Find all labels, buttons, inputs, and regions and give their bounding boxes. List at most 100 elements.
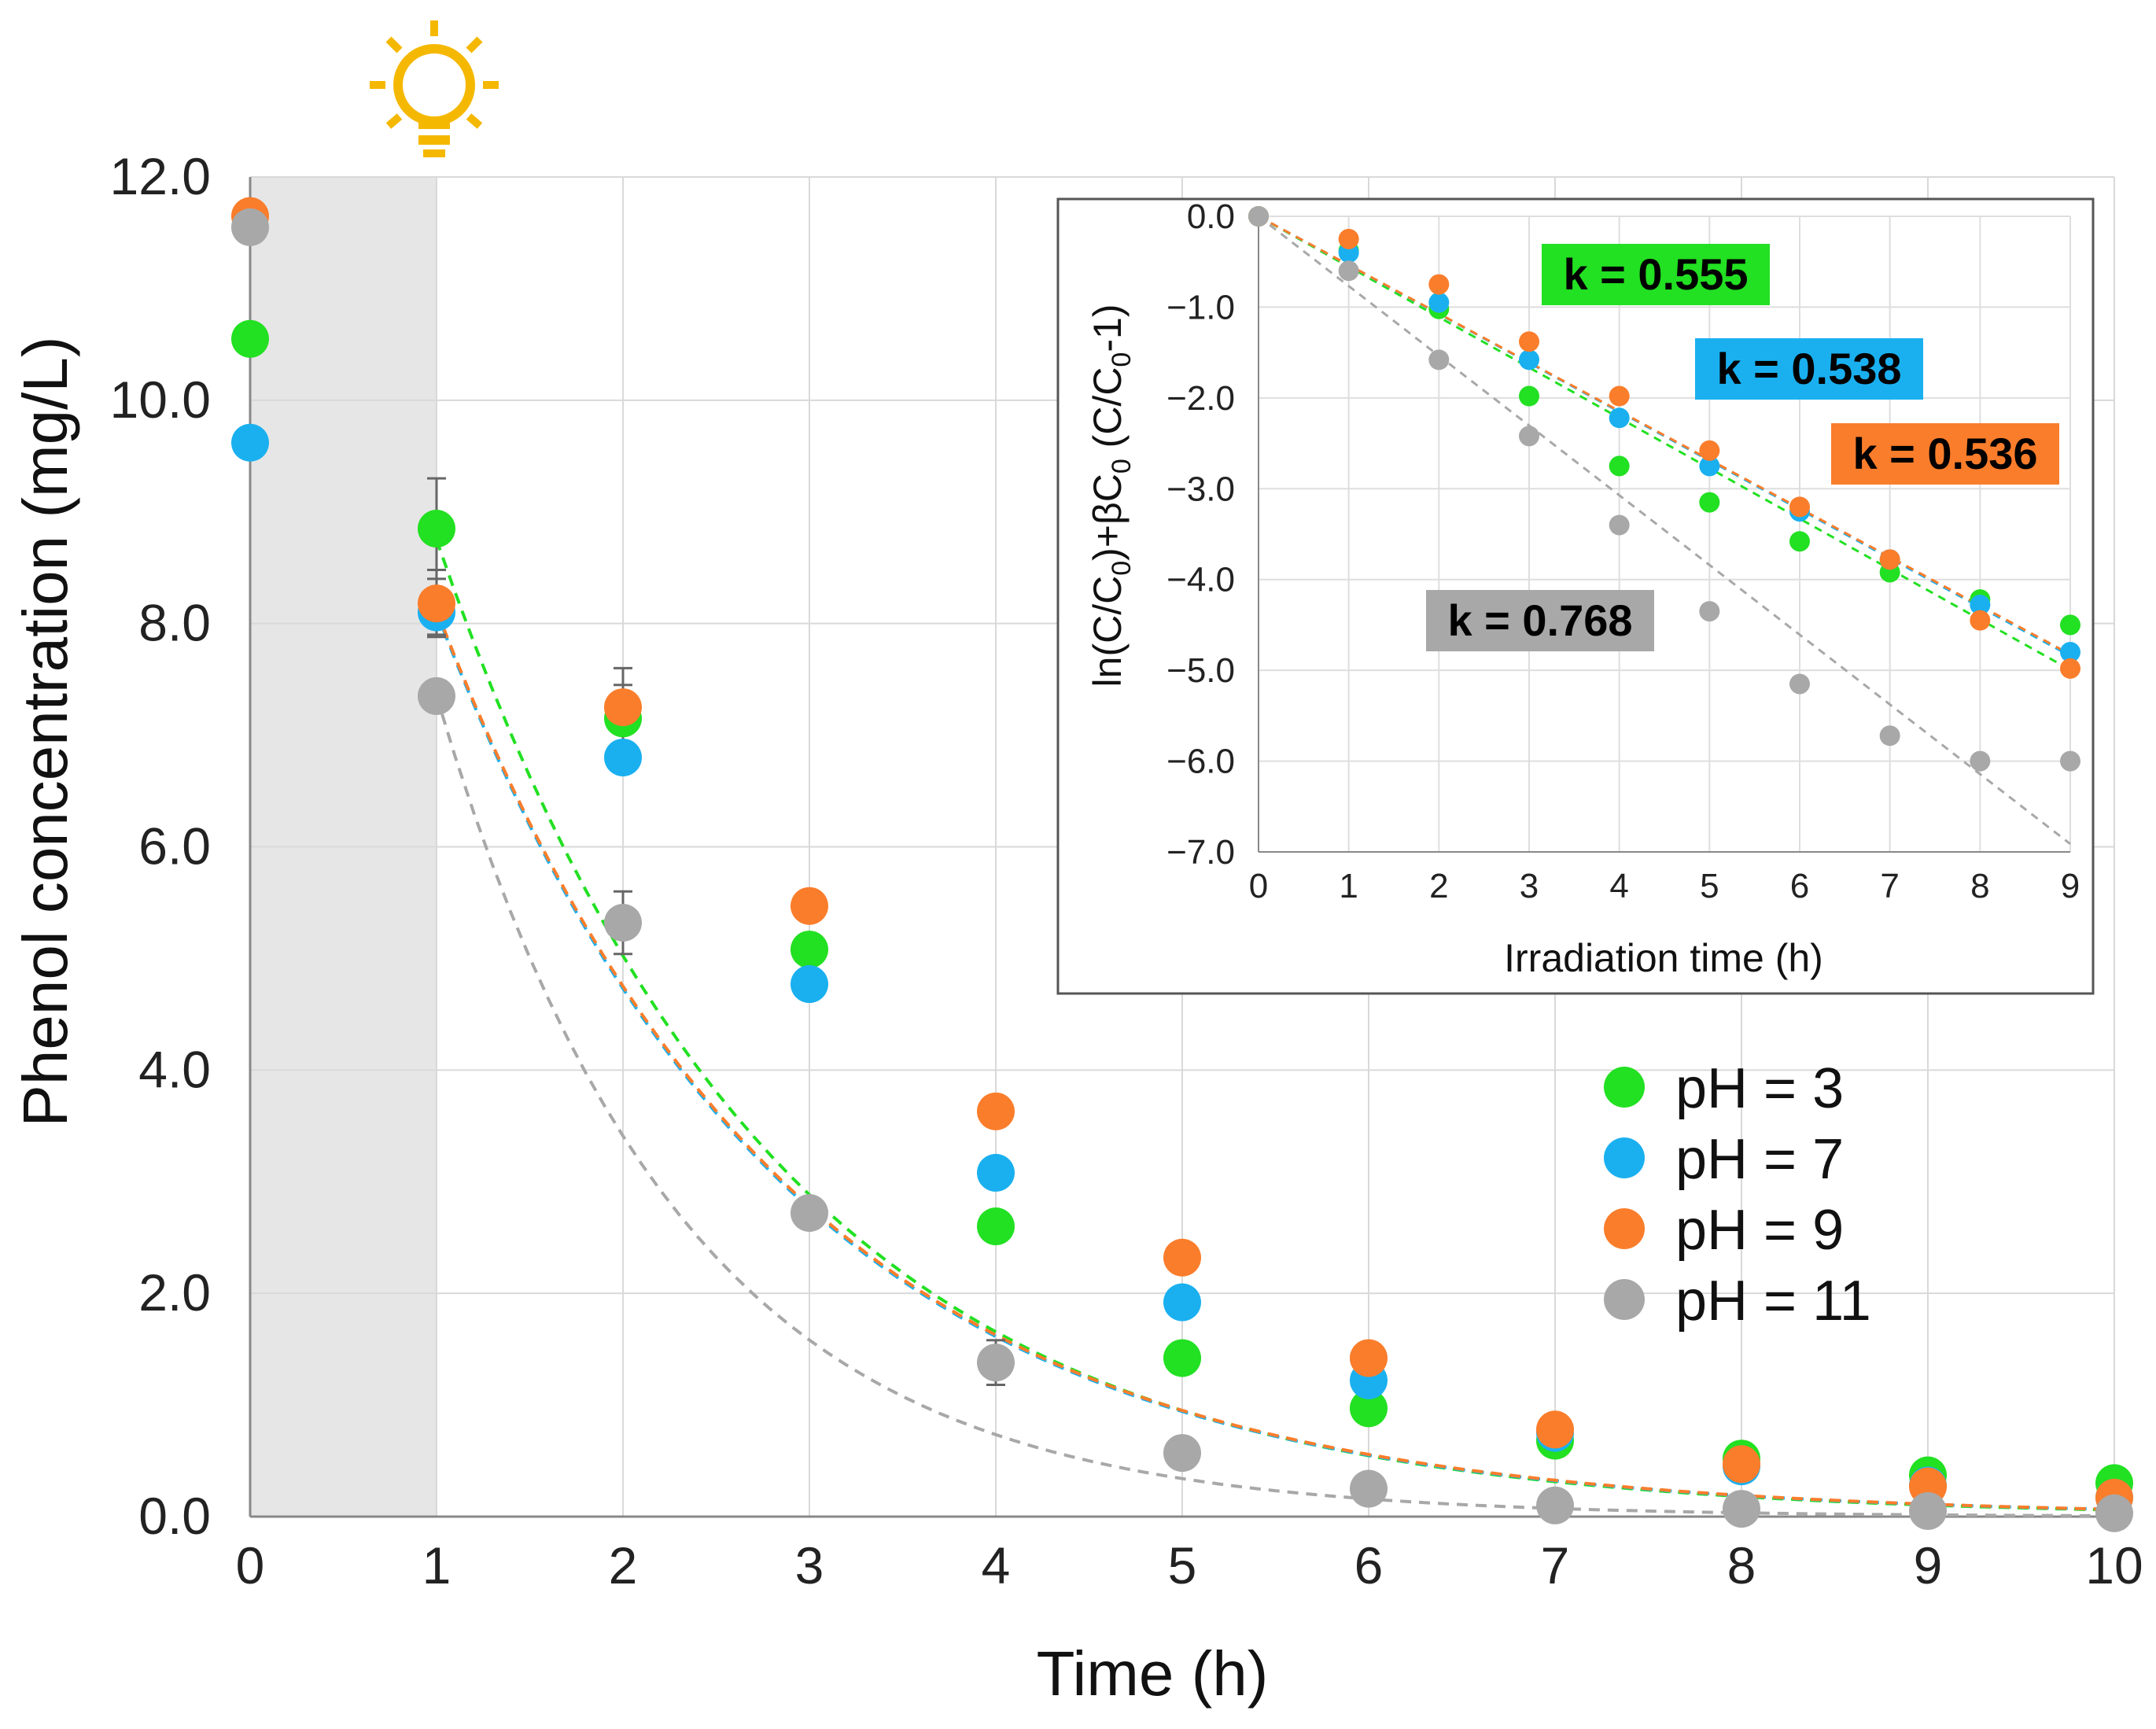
data-point <box>1909 1491 1947 1530</box>
x-tick-label: 5 <box>1168 1536 1197 1594</box>
y-tick-label: 12.0 <box>110 147 211 205</box>
y-tick-label: 10.0 <box>110 370 211 429</box>
inset-y-tick-label: −3.0 <box>1166 470 1235 508</box>
inset-data-point <box>1879 549 1900 570</box>
data-point <box>1350 1469 1388 1508</box>
data-point <box>1163 1339 1201 1377</box>
legend: pH = 3 pH = 7 pH = 9 pH = 11 <box>1604 1057 1871 1333</box>
data-point <box>231 319 269 358</box>
inset-data-point <box>1428 349 1450 370</box>
inset-data-point <box>1428 292 1450 313</box>
k-value-box <box>1542 244 1770 305</box>
data-point <box>791 887 828 925</box>
data-point <box>604 738 642 776</box>
data-point <box>1350 1389 1388 1428</box>
main-x-axis-label: Time (h) <box>1037 1639 1269 1709</box>
legend-marker <box>1604 1067 1645 1108</box>
data-point <box>418 584 455 623</box>
x-tick-label: 8 <box>1727 1536 1756 1594</box>
data-point <box>604 904 642 942</box>
inset-y-axis-label: ln(C/C0)+βC0 (C/C0-1) <box>1085 304 1137 688</box>
inset-data-point <box>1519 385 1539 407</box>
x-tick-label: 1 <box>422 1536 451 1594</box>
x-tick-label: 2 <box>609 1536 638 1594</box>
data-point <box>1350 1339 1388 1377</box>
inset-data-point <box>1789 531 1810 552</box>
legend-label: pH = 9 <box>1675 1199 1844 1262</box>
inset-data-point <box>1699 440 1720 461</box>
data-point <box>1536 1410 1574 1449</box>
inset-y-tick-label: 0.0 <box>1187 197 1235 236</box>
inset-y-tick-label: −5.0 <box>1166 651 1235 690</box>
y-tick-label: 8.0 <box>138 594 211 652</box>
data-point <box>1163 1283 1201 1322</box>
inset-data-point <box>1970 595 1991 616</box>
fit-curve <box>435 609 2115 1511</box>
inset-data-point <box>1609 385 1630 407</box>
inset-x-tick-label: 7 <box>1880 867 1899 905</box>
inset-data-point <box>1609 455 1630 477</box>
data-point <box>791 931 828 969</box>
inset-x-tick-label: 1 <box>1339 867 1358 905</box>
k-value-label: k = 0.538 <box>1716 344 1901 393</box>
inset-data-point <box>1519 349 1539 370</box>
legend-marker <box>1604 1279 1645 1320</box>
y-tick-label: 4.0 <box>138 1040 211 1098</box>
y-tick-label: 6.0 <box>138 817 211 876</box>
legend-marker <box>1604 1208 1645 1249</box>
data-point <box>604 688 642 727</box>
data-point <box>791 965 828 1004</box>
x-tick-label: 3 <box>795 1536 824 1594</box>
inset-data-point <box>1428 274 1450 295</box>
inset-x-tick-label: 6 <box>1790 867 1809 905</box>
legend-marker <box>1604 1137 1645 1178</box>
inset-y-tick-label: −6.0 <box>1166 743 1235 781</box>
inset-data-point <box>2060 642 2080 663</box>
inset-data-point <box>1699 455 1720 477</box>
main-y-axis-label: Phenol concentration (mg/L) <box>10 337 80 1127</box>
data-point <box>231 208 269 246</box>
k-value-box <box>1426 590 1654 651</box>
inset-data-point <box>2060 750 2080 772</box>
data-point <box>977 1344 1015 1382</box>
x-tick-label: 9 <box>1914 1536 1943 1594</box>
data-point <box>1163 1434 1201 1473</box>
data-point <box>977 1092 1015 1130</box>
inset-data-point <box>2060 614 2080 636</box>
k-value-box <box>1831 423 2059 485</box>
data-point <box>231 423 269 462</box>
inset-y-tick-label: −7.0 <box>1166 833 1235 872</box>
k-value-label: k = 0.768 <box>1447 595 1632 645</box>
inset-y-tick-label: −1.0 <box>1166 288 1235 326</box>
inset-x-tick-label: 8 <box>1970 867 1989 905</box>
inset-data-point <box>1879 725 1900 747</box>
inset-data-point <box>1519 426 1539 447</box>
k-value-label: k = 0.536 <box>1852 429 2037 478</box>
inset-data-point <box>1609 514 1630 536</box>
inset-x-tick-label: 9 <box>2061 867 2080 905</box>
inset-fit-line <box>1258 215 2071 656</box>
inset-data-point <box>1699 492 1720 513</box>
k-value-label: k = 0.555 <box>1563 249 1748 299</box>
inset-x-axis-label: Irradiation time (h) <box>1504 936 1823 980</box>
x-tick-label: 4 <box>982 1536 1011 1594</box>
inset-fit-line <box>1258 215 2071 658</box>
data-point <box>1723 1490 1760 1528</box>
data-point <box>418 676 455 715</box>
x-tick-label: 10 <box>2085 1536 2143 1594</box>
legend-label: pH = 7 <box>1675 1128 1844 1191</box>
data-point <box>1536 1486 1574 1524</box>
inset-data-point <box>1789 673 1810 695</box>
inset-data-point <box>2060 658 2080 679</box>
data-point <box>1723 1445 1760 1484</box>
data-point <box>418 510 455 548</box>
x-tick-label: 7 <box>1541 1536 1570 1594</box>
legend-label: pH = 3 <box>1675 1057 1844 1120</box>
light-bulb-icon <box>370 20 499 157</box>
data-point <box>977 1207 1015 1246</box>
inset-y-tick-label: −4.0 <box>1166 561 1235 599</box>
k-value-box <box>1695 338 1923 400</box>
inset-x-tick-label: 4 <box>1609 867 1628 905</box>
inset-x-tick-label: 2 <box>1429 867 1448 905</box>
